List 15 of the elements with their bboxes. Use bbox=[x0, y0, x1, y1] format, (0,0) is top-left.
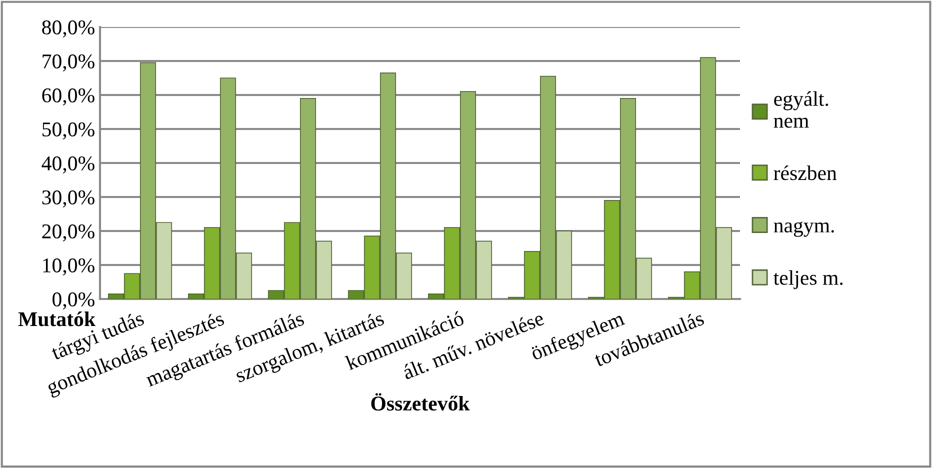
y-tick-label: 10,0% bbox=[43, 258, 94, 276]
legend-label: részben bbox=[774, 165, 837, 180]
x-axis-title: Összetevők bbox=[371, 393, 470, 411]
y-tick-label: 20,0% bbox=[42, 224, 94, 242]
y-tick-label: 50,0% bbox=[42, 122, 94, 140]
y-tick-label: 60,0% bbox=[42, 88, 94, 106]
legend-label: egyált. nem bbox=[774, 91, 828, 128]
legend-label: teljes m. bbox=[774, 270, 843, 290]
text: Mutatók bbox=[18, 312, 96, 326]
y-tick-label: 0,0% bbox=[52, 292, 94, 310]
y-tick-label: 70,0% bbox=[42, 54, 94, 72]
y-tick-label: 80,0% bbox=[42, 20, 94, 38]
legend-label: nagym. bbox=[774, 222, 834, 237]
y-tick-label: 30,0% bbox=[42, 190, 94, 208]
y-tick-label: 40,0% bbox=[42, 156, 94, 174]
